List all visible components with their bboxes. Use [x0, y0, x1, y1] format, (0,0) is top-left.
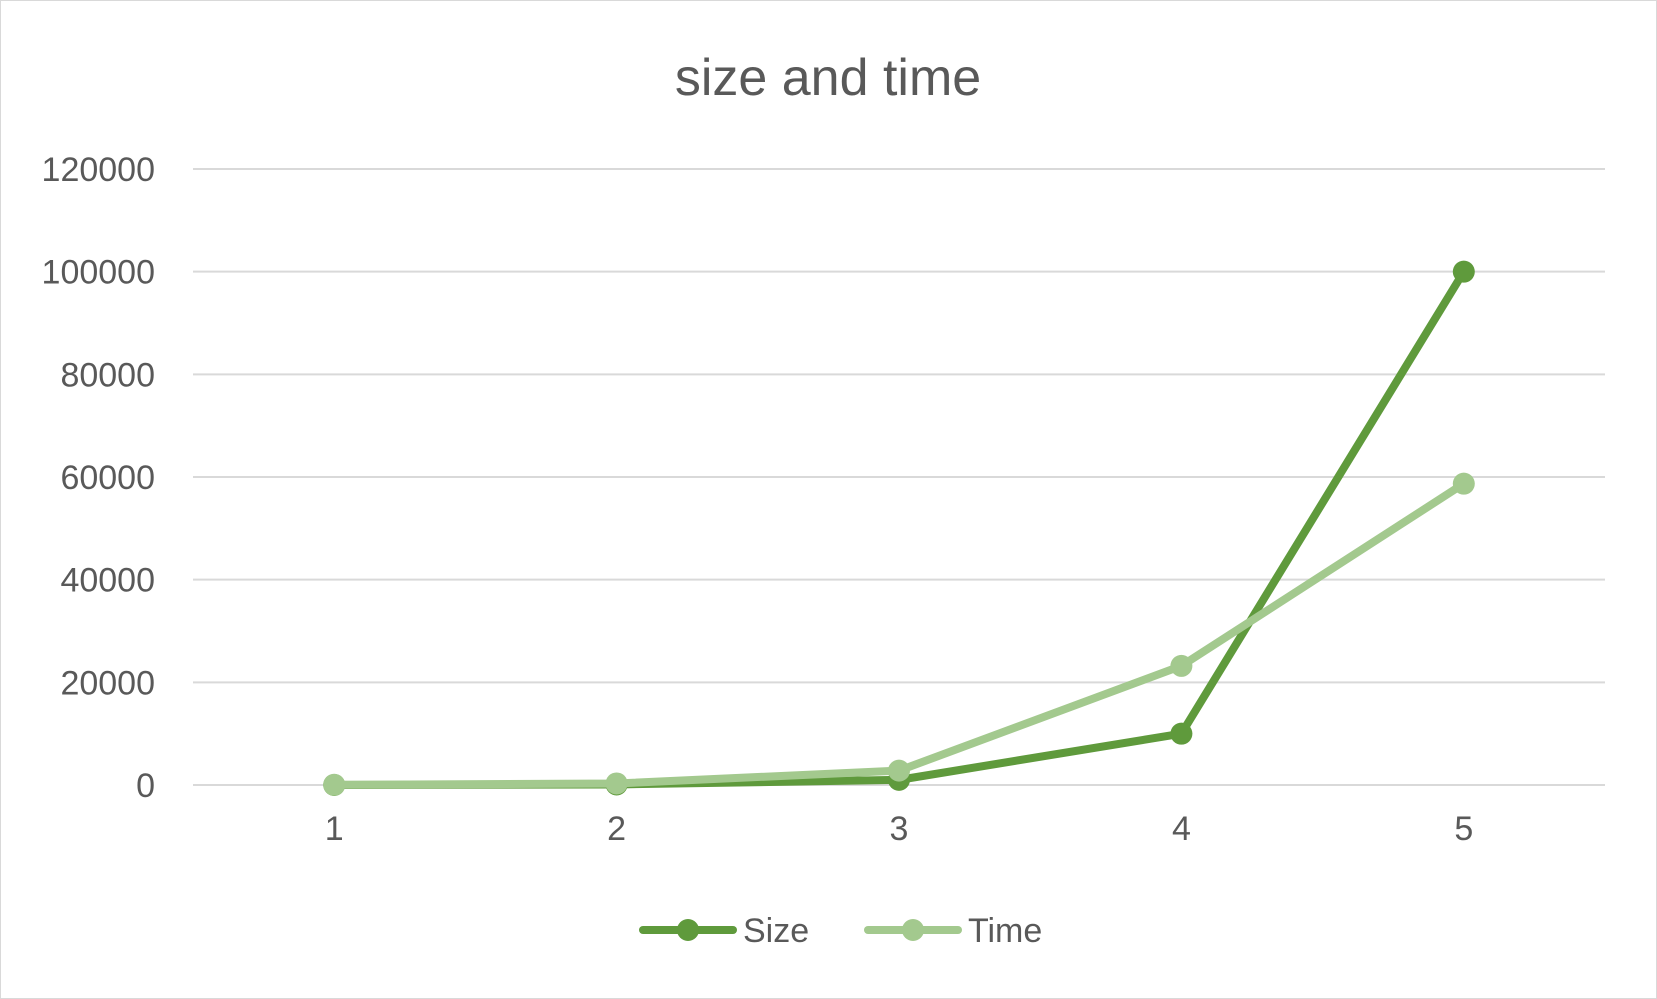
x-tick-label: 1 — [325, 810, 344, 848]
data-point — [1452, 260, 1475, 283]
data-point — [1452, 472, 1475, 495]
legend-swatch-marker — [902, 919, 924, 941]
series-line — [330, 479, 1468, 789]
data-point — [605, 772, 628, 795]
x-tick-label: 4 — [1172, 810, 1191, 848]
x-tick-label: 3 — [890, 810, 909, 848]
data-point — [1170, 722, 1193, 745]
gridlines — [193, 168, 1605, 786]
series-line — [330, 267, 1468, 789]
y-tick-label: 80000 — [60, 356, 155, 394]
data-point — [1170, 654, 1193, 677]
data-point — [323, 773, 346, 796]
legend-item: Size — [639, 912, 809, 950]
chart-title: size and time — [675, 49, 981, 107]
series-time — [323, 472, 1475, 796]
legend-label: Time — [968, 912, 1042, 950]
x-tick-label: 2 — [607, 810, 626, 848]
legend-item: Time — [864, 912, 1042, 950]
legend-label: Size — [743, 912, 809, 950]
y-tick-label: 60000 — [60, 459, 155, 497]
x-tick-label: 5 — [1454, 810, 1473, 848]
legend-swatch-marker — [677, 919, 699, 941]
y-tick-label: 0 — [136, 767, 155, 805]
y-tick-label: 40000 — [60, 562, 155, 600]
data-point — [888, 759, 910, 782]
y-axis-ticks: 0 20000 40000 60000 80000 100000 120000 — [42, 151, 155, 805]
x-axis-ticks: 1 2 3 4 5 — [325, 810, 1474, 848]
series-layer — [323, 260, 1475, 796]
y-tick-label: 100000 — [42, 254, 155, 292]
series-size — [323, 260, 1475, 796]
y-tick-label: 120000 — [42, 151, 155, 189]
legend: Size Time — [639, 912, 1042, 950]
y-tick-label: 20000 — [60, 664, 155, 702]
